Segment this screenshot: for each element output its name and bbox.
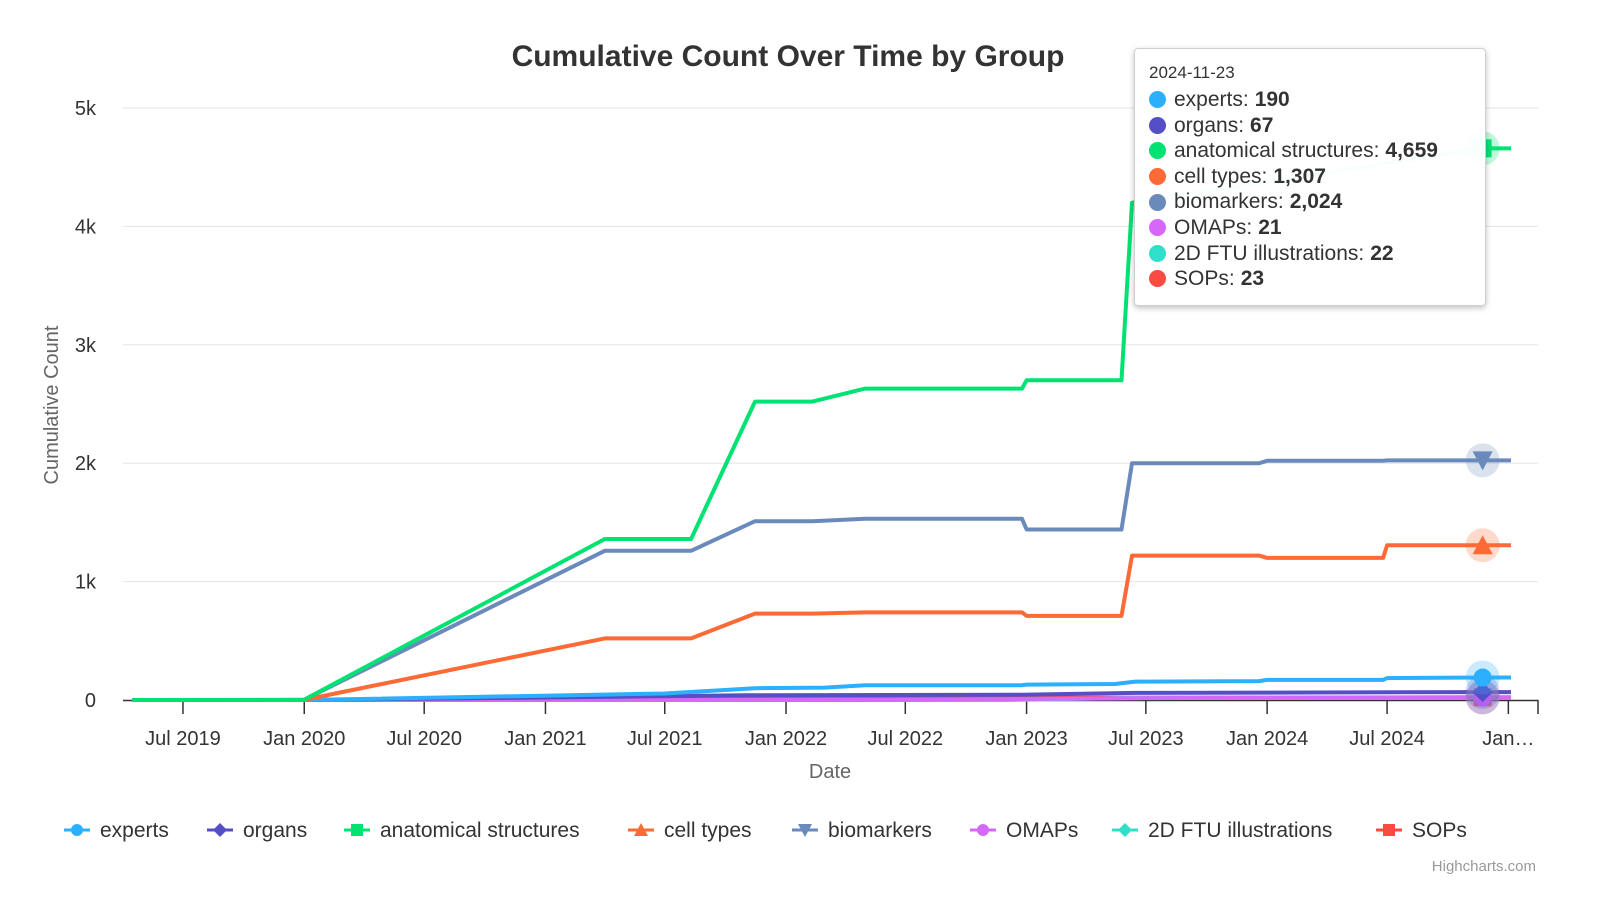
tooltip-row: organs: 67 [1149, 113, 1471, 139]
y-tick-label: 5k [75, 98, 97, 120]
legend-item-experts[interactable]: experts [64, 819, 169, 842]
x-tick-label: Jan… [1482, 728, 1534, 750]
series-line-cell-types [132, 543, 1511, 702]
tooltip-series-dot [1149, 193, 1166, 211]
tooltip-row: SOPs: 23 [1149, 266, 1471, 292]
tooltip: 2024-11-23 experts: 190 organs: 67 anatomica… [1134, 48, 1486, 306]
tooltip-series-label: biomarkers: [1174, 190, 1284, 214]
legend-symbol [1118, 823, 1132, 837]
legend-item-anatomical-structures[interactable]: anatomical structures [344, 819, 580, 842]
tooltip-series-dot [1149, 270, 1166, 288]
legend-symbol [977, 824, 989, 836]
tooltip-series-dot [1149, 244, 1166, 262]
chart-title: Cumulative Count Over Time by Group [512, 40, 1065, 73]
legend-label: experts [100, 819, 169, 842]
grid-lines [123, 107, 1538, 583]
series-lines [132, 146, 1511, 702]
tooltip-row: OMAPs: 21 [1149, 215, 1471, 241]
legend-symbol [213, 823, 227, 837]
y-axis-title: Cumulative Count [41, 325, 63, 484]
legend-symbol [634, 823, 648, 836]
credits-link[interactable]: Highcharts.com [1432, 858, 1536, 875]
tooltip-row: 2D FTU illustrations: 22 [1149, 241, 1471, 267]
x-tick-label: Jan 2023 [985, 728, 1067, 750]
tooltip-series-value: 2,024 [1289, 190, 1343, 214]
legend-item-cell-types[interactable]: cell types [628, 819, 752, 842]
tooltip-row: biomarkers: 2,024 [1149, 189, 1471, 215]
x-axis-title: Date [809, 761, 851, 783]
tooltip-series-dot [1149, 142, 1166, 160]
legend-item-organs[interactable]: organs [207, 819, 307, 842]
x-tick-label: Jul 2024 [1349, 728, 1425, 750]
series-line-experts [132, 675, 1511, 702]
tooltip-series-label: SOPs: [1174, 267, 1235, 291]
legend-item-omaps[interactable]: OMAPs [970, 819, 1078, 842]
x-tick-label: Jan 2024 [1226, 728, 1308, 750]
y-tick-label: 1k [75, 572, 97, 594]
legend-symbol [1383, 824, 1395, 836]
hover-marker-biomarkers [1472, 451, 1493, 471]
tooltip-series-label: organs: [1174, 113, 1245, 137]
tooltip-series-label: experts: [1174, 88, 1249, 111]
tooltip-series-value: 23 [1240, 267, 1265, 291]
legend-item-sops[interactable]: SOPs [1376, 819, 1467, 842]
y-tick-label: 2k [75, 453, 97, 475]
hover-marker-organs [1472, 682, 1493, 703]
tooltip-series-value: 1,307 [1273, 164, 1326, 188]
tooltip-series-label: 2D FTU illustrations: [1174, 241, 1365, 265]
series-line-biomarkers [132, 458, 1511, 702]
tooltip-series-dot [1149, 91, 1166, 109]
tooltip-series-value: 4,659 [1385, 139, 1438, 163]
tooltip-series-dot [1149, 168, 1166, 186]
legend-label: anatomical structures [380, 819, 580, 842]
x-tick-label: Jan 2021 [504, 728, 586, 750]
legend-label: OMAPs [1006, 819, 1078, 842]
x-tick-label: Jul 2023 [1108, 728, 1184, 750]
x-tick-label: Jul 2022 [867, 728, 943, 750]
y-tick-label: 4k [75, 216, 97, 238]
tooltip-series-label: anatomical structures: [1174, 139, 1380, 163]
tooltip-series-value: 21 [1258, 215, 1282, 239]
x-tick-label: Jan 2022 [745, 728, 827, 750]
x-tick-label: Jul 2021 [627, 728, 703, 750]
legend: experts organs anatomical structures cell t… [64, 819, 1467, 842]
tooltip-rows: experts: 190 organs: 67 anatomical structure… [1149, 87, 1471, 292]
legend-label: cell types [664, 819, 752, 842]
x-axis-ticks: Jul 2019 Jan 2020 Jul 2020 Jan 2021 Jul 2021… [145, 700, 1539, 750]
legend-symbol [351, 824, 363, 836]
tooltip-series-value: 22 [1370, 241, 1394, 265]
legend-symbol [798, 824, 812, 837]
legend-item-2d-ftu-illustrations[interactable]: 2D FTU illustrations [1112, 819, 1332, 842]
tooltip-series-value: 190 [1254, 88, 1290, 111]
tooltip-series-dot [1149, 219, 1166, 237]
x-tick-label: Jan 2020 [263, 728, 345, 750]
y-tick-label: 3k [75, 335, 97, 357]
x-tick-label: Jul 2020 [386, 728, 462, 750]
legend-label: organs [243, 819, 307, 842]
hover-marker-experts [1473, 668, 1492, 687]
x-tick-label: Jul 2019 [145, 728, 221, 750]
legend-label: 2D FTU illustrations [1148, 819, 1332, 842]
tooltip-series-value: 67 [1250, 113, 1274, 137]
tooltip-series-dot [1149, 116, 1166, 134]
y-tick-label: 0 [85, 690, 96, 712]
tooltip-date: 2024-11-23 [1149, 63, 1235, 82]
legend-item-biomarkers[interactable]: biomarkers [792, 819, 932, 842]
y-axis-tick-labels: 0 1k 2k 3k 4k 5k [75, 98, 97, 712]
hover-marker-cell-types [1472, 535, 1493, 555]
tooltip-row: anatomical structures: 4,659 [1149, 138, 1471, 164]
tooltip-row: cell types: 1,307 [1149, 164, 1471, 190]
tooltip-series-label: cell types: [1174, 164, 1268, 188]
legend-label: biomarkers [828, 819, 932, 842]
tooltip-series-label: OMAPs: [1174, 215, 1253, 239]
tooltip-row: experts: 190 [1149, 87, 1471, 113]
series-line-anatomical-structures [132, 146, 1511, 702]
legend-label: SOPs [1412, 819, 1467, 842]
legend-symbol [71, 824, 83, 836]
